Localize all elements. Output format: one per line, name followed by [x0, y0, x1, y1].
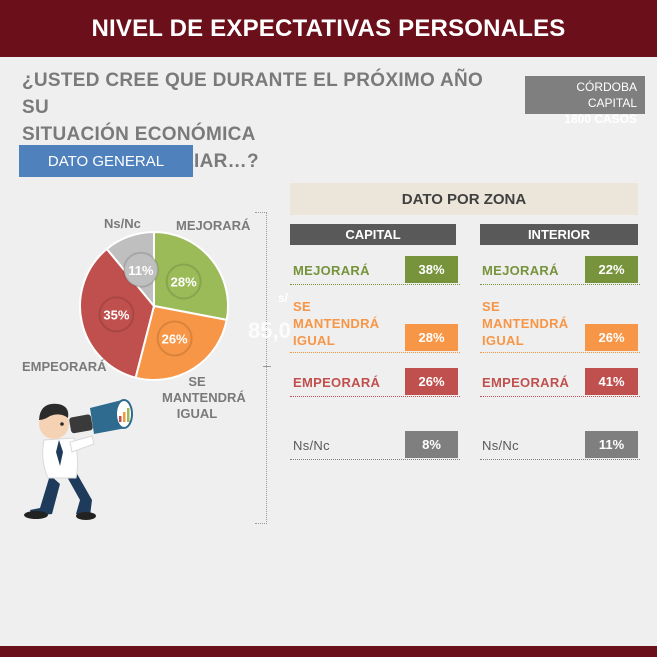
sample-cases: 1800 CASOS: [564, 112, 637, 126]
pie-category-se-mantendra-line-1: SE: [188, 374, 206, 389]
interior-mejorara-label: MEJORARÁ: [482, 263, 559, 278]
capital-nsnc-value: 8%: [405, 431, 458, 458]
capital-empeorara-label: EMPEORARÁ: [293, 375, 381, 390]
interior-mejorara-line: [480, 284, 640, 285]
pie-value-label-2: 35%: [103, 307, 129, 322]
capital-header: CAPITAL: [290, 224, 456, 245]
question-line-1: ¿USTED CREE QUE DURANTE EL PRÓXIMO AÑO S…: [22, 70, 484, 118]
pie-svg: 28% 26% 35% 11%: [79, 230, 229, 381]
interior-se-mantendra-line: [480, 352, 640, 353]
interior-se-mantendra-line-2: MANTENDRÁ: [482, 316, 569, 331]
page-footer: [0, 646, 657, 657]
interior-mejorara-value: 22%: [585, 256, 638, 283]
general-data-tab: DATO GENERAL: [19, 145, 193, 177]
zone-title-label: DATO POR ZONA: [401, 190, 527, 208]
interior-se-mantendra-line-3: IGUAL: [482, 333, 524, 348]
bracket-divider: [255, 212, 267, 524]
capital-mejorara-value: 38%: [405, 256, 458, 283]
capital-mejorara-line: [290, 284, 460, 285]
capital-empeorara-line: [290, 396, 460, 397]
pie-value-bubble-1: [156, 320, 193, 357]
capital-nsnc-label: Ns/Nc: [293, 438, 330, 453]
capital-mejorara-label: MEJORARÁ: [293, 263, 370, 278]
pie-category-mejorara: MEJORARÁ: [176, 218, 251, 233]
pie-value-bubble-2: [98, 296, 135, 333]
capital-header-label: CAPITAL: [345, 227, 401, 242]
interior-empeorara-label: EMPEORARÁ: [482, 375, 570, 390]
capital-se-mantendra-line-3: IGUAL: [293, 333, 335, 348]
ghost-number: 85,0: [248, 318, 291, 343]
interior-se-mantendra-line-1: SE: [482, 299, 500, 314]
sample-place: CÓRDOBA CAPITAL: [576, 80, 637, 110]
interior-se-mantendra-label: SE MANTENDRÁ IGUAL: [482, 298, 568, 349]
pie-category-nsnc: Ns/Nc: [104, 216, 141, 231]
ghost-small-text: s/: [278, 291, 289, 305]
bracket-notch: [263, 366, 271, 372]
pie-category-se-mantendra-line-2: MANTENDRÁ: [162, 390, 246, 405]
general-data-label: DATO GENERAL: [47, 152, 165, 170]
page-title: NIVEL DE EXPECTATIVAS PERSONALES: [91, 14, 566, 42]
capital-se-mantendra-line-2: MANTENDRÁ: [293, 316, 380, 331]
zone-title: DATO POR ZONA: [290, 183, 638, 215]
interior-header: INTERIOR: [480, 224, 638, 245]
interior-nsnc-label: Ns/Nc: [482, 438, 519, 453]
pie-value-label-3: 11%: [128, 263, 154, 278]
page-header: NIVEL DE EXPECTATIVAS PERSONALES: [0, 0, 657, 57]
sample-badge: CÓRDOBA CAPITAL 1800 CASOS: [525, 76, 645, 126]
interior-header-label: INTERIOR: [527, 227, 591, 242]
pie-value-label-1: 26%: [162, 331, 188, 346]
interior-nsnc-value: 11%: [585, 431, 638, 458]
general-pie-chart: 28% 26% 35% 11% MEJORARÁ Ns/Nc EMPEORARÁ SE…: [0, 180, 290, 440]
capital-se-mantendra-line-1: SE: [293, 299, 311, 314]
capital-se-mantendra-value: 28%: [405, 324, 458, 351]
interior-empeorara-value: 41%: [585, 368, 638, 395]
pie-value-bubble-3: [122, 251, 159, 288]
capital-se-mantendra-line: [290, 352, 460, 353]
interior-nsnc-line: [480, 459, 640, 460]
capital-empeorara-value: 26%: [405, 368, 458, 395]
businessman-binoculars-icon: [10, 380, 150, 520]
pie-category-se-mantendra-line-3: IGUAL: [176, 406, 218, 421]
pie-category-se-mantendra: SE MANTENDRÁ IGUAL: [162, 374, 246, 422]
interior-se-mantendra-value: 26%: [585, 324, 638, 351]
pie-category-empeorara: EMPEORARÁ: [22, 359, 107, 374]
capital-se-mantendra-label: SE MANTENDRÁ IGUAL: [293, 298, 379, 349]
capital-nsnc-line: [290, 459, 460, 460]
pie-value-bubble-0: [165, 263, 202, 300]
interior-empeorara-line: [480, 396, 640, 397]
pie-value-label-0: 28%: [171, 274, 197, 289]
